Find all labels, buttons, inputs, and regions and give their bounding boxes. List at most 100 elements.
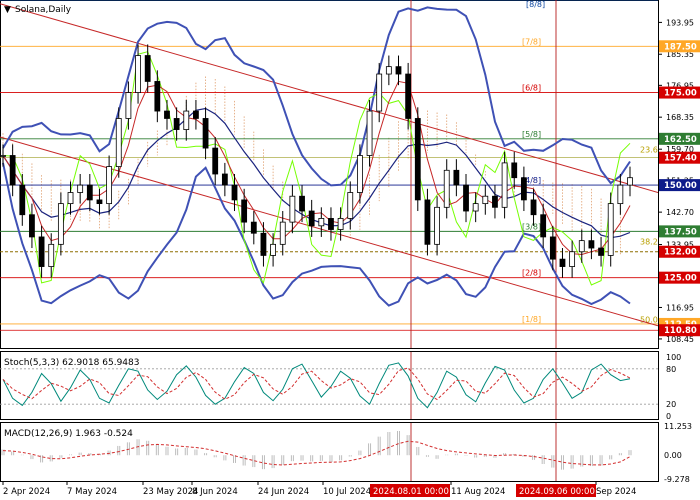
candle-body <box>337 218 344 230</box>
y-axis-tick-label: 133.95 <box>666 241 694 250</box>
x-axis-tick-label: 24 Jun 2024 <box>258 487 309 497</box>
price-label-box <box>659 179 700 192</box>
stoch-axis-label: 100 <box>666 353 681 362</box>
price-label-box <box>659 151 700 164</box>
candle-body <box>540 214 547 238</box>
price-label-text: 132.00 <box>664 248 697 258</box>
candle-body <box>96 199 103 205</box>
candle-body <box>443 169 450 208</box>
price-label-box <box>659 225 700 238</box>
candle-body <box>299 195 305 212</box>
candle-body <box>549 236 556 260</box>
candle-body <box>106 166 113 205</box>
price-label-box <box>659 271 700 284</box>
candle-body <box>289 195 296 223</box>
x-axis-highlight-box <box>516 484 596 497</box>
candle-body <box>212 147 219 175</box>
candle-body <box>366 110 373 156</box>
candle-body <box>559 258 566 267</box>
candle-body <box>347 192 354 219</box>
x-axis-tick-label: 10 Jul 2024 <box>323 487 371 497</box>
stoch-plot-area <box>0 352 658 419</box>
candle-body <box>260 232 267 256</box>
candle-body <box>318 218 325 227</box>
y-axis-tick-label: 193.95 <box>666 18 694 27</box>
price-label-text: 150.00 <box>664 181 697 191</box>
x-axis-highlight-box <box>370 484 450 497</box>
main-plot-area: [8/8] [7/8] [6/8] [5/8] [4/8] [3/8] [2/8] [1/8]… <box>0 0 658 348</box>
candle-body <box>627 177 633 186</box>
candle-body <box>357 155 363 193</box>
x-axis-highlight-label: 2024.09.06 00:00 <box>519 487 595 497</box>
candle-body <box>395 66 402 75</box>
macd-axis-label: -9.278 <box>664 475 690 484</box>
candle-body <box>607 203 614 256</box>
candle-body <box>221 173 228 186</box>
macd-axis-label: 11.253 <box>664 422 692 431</box>
macd-plot-area <box>1 423 632 481</box>
candle-body <box>202 118 209 149</box>
x-axis-tick-label: 23 May 2024 <box>143 487 198 497</box>
stoch-axis-label: 20 <box>666 400 676 409</box>
price-label-text: 110.80 <box>664 326 697 336</box>
x-axis-tick-label: Sep 2024 <box>596 487 636 497</box>
price-label-box <box>659 40 700 53</box>
stoch-axis-label: 0 <box>666 412 671 421</box>
fib-label: 23.6 <box>640 145 658 154</box>
candle-body <box>164 110 170 119</box>
murrey-level-label: [6/8] <box>522 84 541 93</box>
x-axis-tick-label: 11 Aug 2024 <box>451 487 505 497</box>
candle-body <box>472 203 479 212</box>
murrey-level-label: [5/8] <box>522 130 541 139</box>
main-collapse-icon[interactable]: ▼ <box>4 5 11 15</box>
candle-body <box>86 184 93 201</box>
candle-body <box>9 155 16 186</box>
price-label-box <box>659 245 700 258</box>
candle-body <box>434 206 440 245</box>
candle-body <box>29 214 35 238</box>
candle-body <box>376 73 383 112</box>
y-axis-tick-label: 168.35 <box>666 113 694 122</box>
candle-body <box>135 55 141 93</box>
candle-body <box>144 55 151 82</box>
candle-body <box>19 184 26 216</box>
murrey-level-label: [1/8] <box>522 315 541 324</box>
murrey-level-label: [4/8] <box>522 176 541 185</box>
x-axis-tick-label: 2 Apr 2024 <box>3 487 50 497</box>
candle-body <box>569 251 576 267</box>
macd-signal-line <box>2 440 631 466</box>
candle-body <box>511 162 518 179</box>
price-label-text: 157.40 <box>664 154 697 164</box>
candle-body <box>67 192 74 205</box>
candle-body <box>125 92 132 119</box>
candle-body <box>482 195 489 205</box>
candle-body <box>453 169 460 186</box>
fib-label: 50.0 <box>640 316 658 325</box>
price-label-text: 137.50 <box>664 227 697 237</box>
y-axis-tick-label: 185.35 <box>666 50 694 59</box>
candle-body <box>463 184 469 212</box>
bollinger-lower-band <box>2 162 631 307</box>
x-axis-highlight-label: 2024.08.01 00:00 <box>373 487 449 497</box>
price-label-text: 187.50 <box>664 42 697 52</box>
y-axis-tick-label: 176.95 <box>666 81 694 90</box>
candle-body <box>588 240 595 249</box>
y-axis-tick-label: 159.70 <box>666 145 694 154</box>
main-panel-frame <box>0 0 659 349</box>
candle-body <box>578 240 585 253</box>
stoch-panel-frame <box>0 351 659 420</box>
candle-body <box>241 199 248 223</box>
candle-body <box>0 155 6 157</box>
candle-body <box>405 73 412 119</box>
candle-body <box>250 221 257 234</box>
candle-body <box>414 118 421 201</box>
candle-body <box>115 118 122 167</box>
candle-body <box>328 218 334 230</box>
candle-body <box>38 236 45 267</box>
y-axis-tick-label: 116.95 <box>666 303 694 312</box>
murrey-level-label: [8/8] <box>526 0 545 9</box>
candle-body <box>501 162 508 208</box>
stoch-axis-label: 80 <box>666 365 676 374</box>
candle-body <box>231 184 238 201</box>
candle-body <box>598 247 604 256</box>
